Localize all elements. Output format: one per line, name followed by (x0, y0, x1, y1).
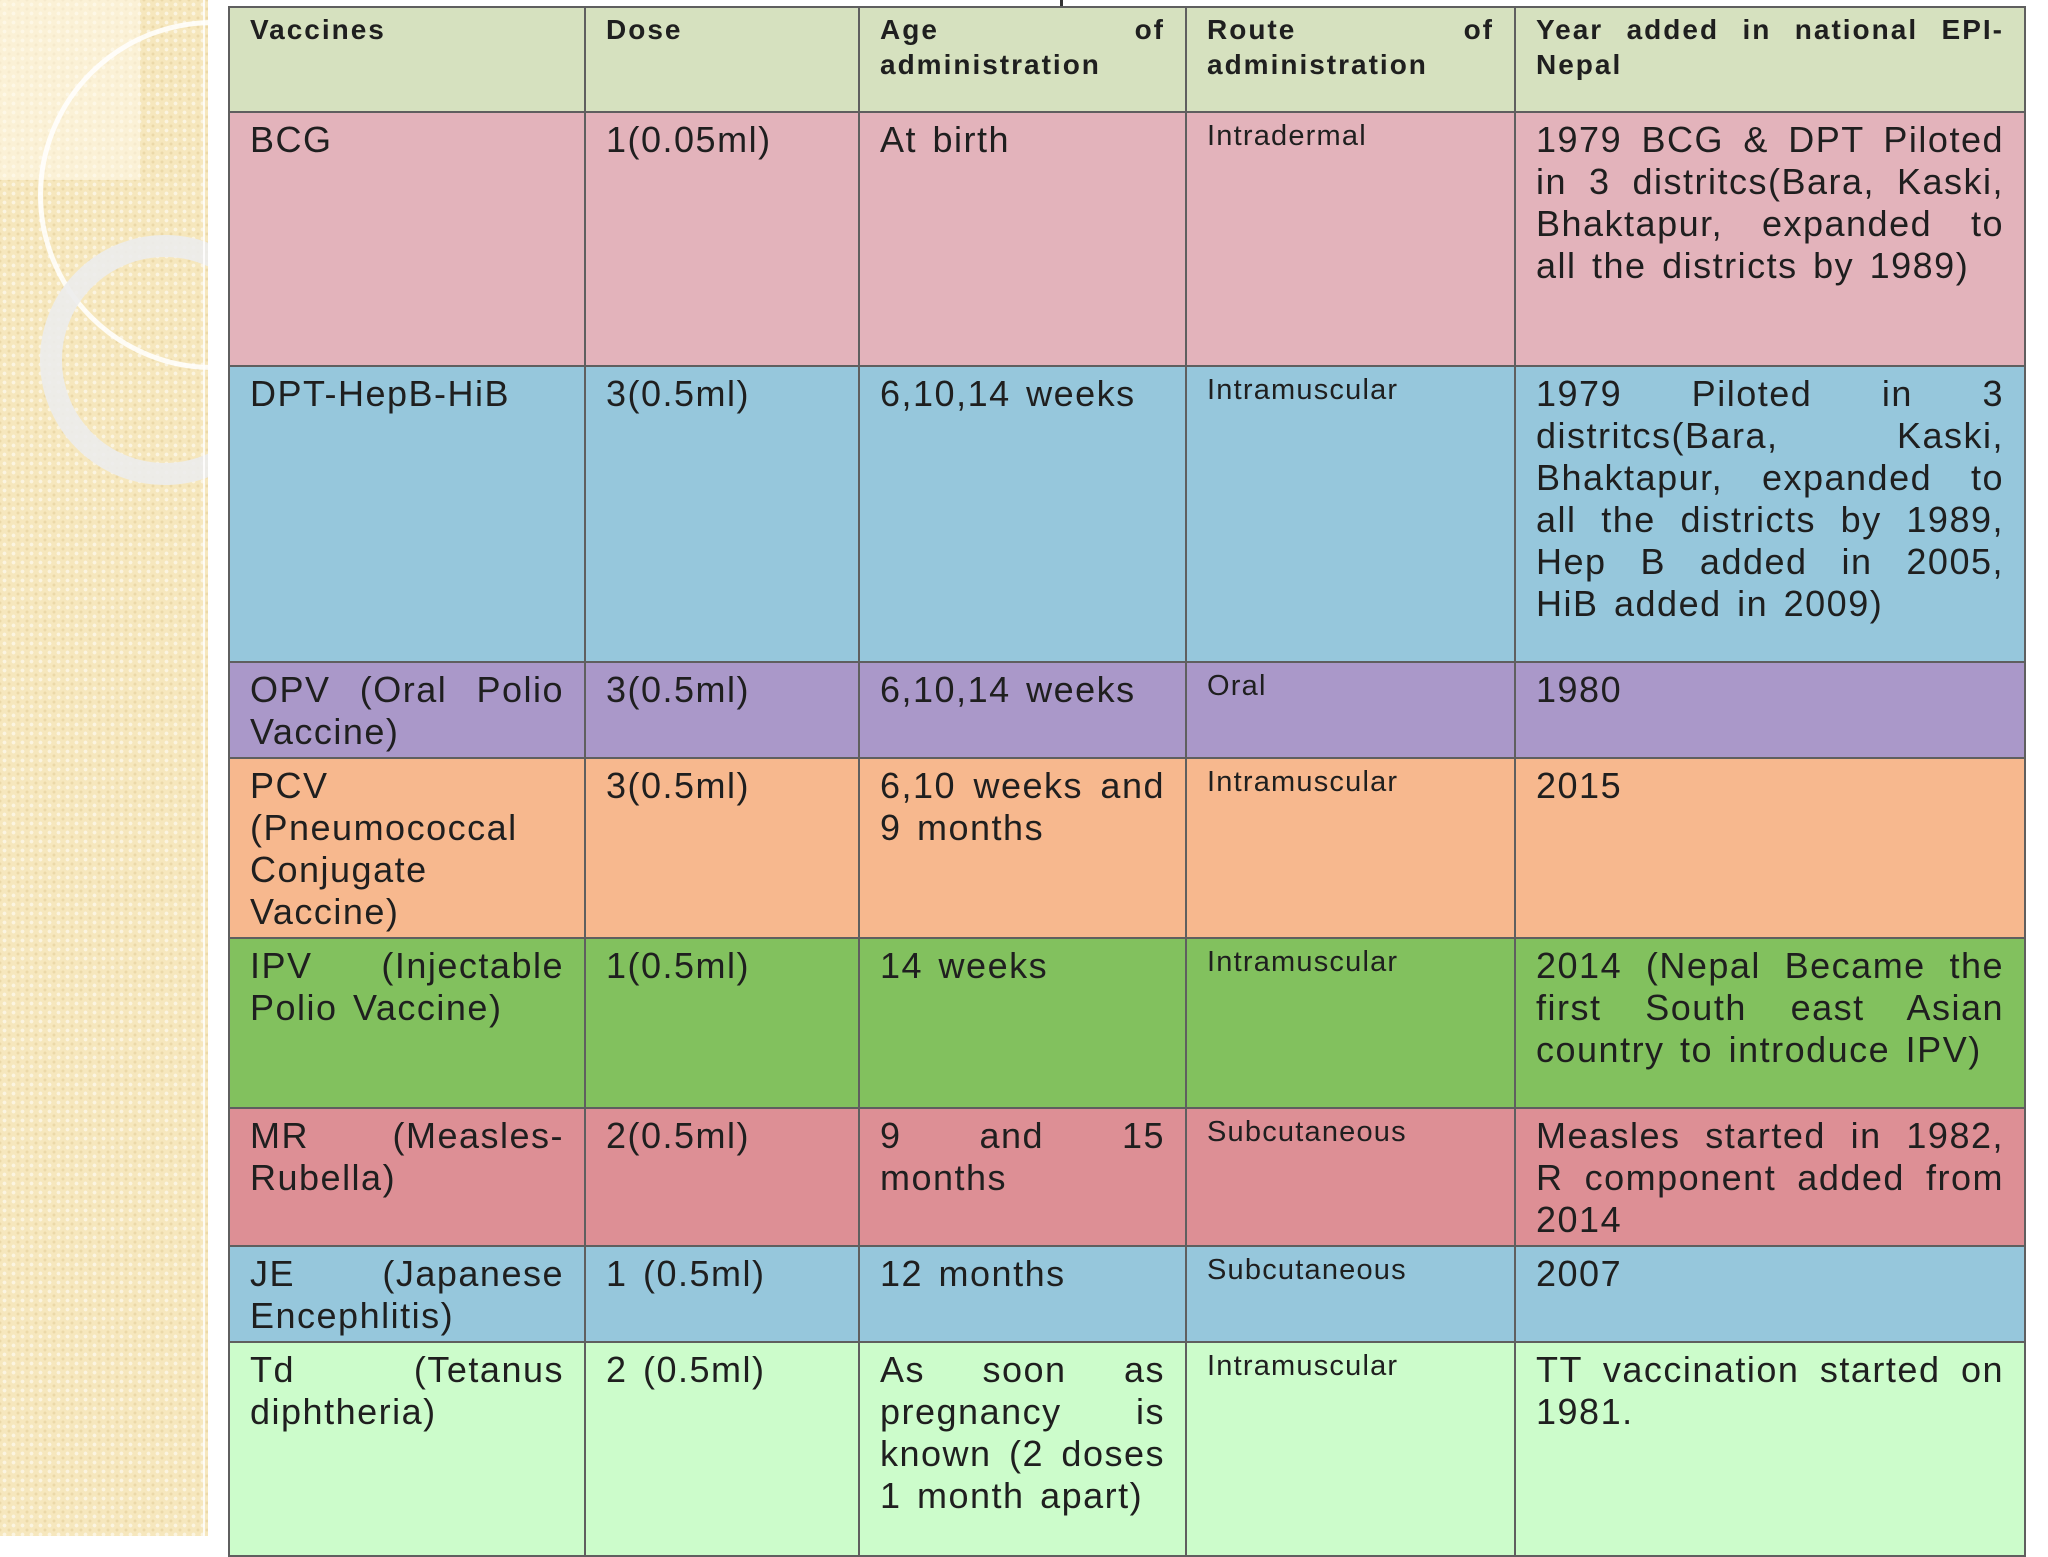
cell-age: 6,10 weeks and 9 months (858, 757, 1187, 939)
cell-year: 1980 (1514, 661, 2026, 759)
cell-route: Intramuscular (1185, 757, 1516, 939)
background-highlight (0, 0, 140, 180)
header-age: Age of administration (858, 6, 1187, 113)
cell-route: Intradermal (1185, 111, 1516, 367)
table-header-row: Vaccines Dose Age of administration Rout… (228, 6, 2026, 113)
cell-age: 6,10,14 weeks (858, 365, 1187, 663)
table-row: PCV (Pneumococcal Conjugate Vaccine) 3(0… (228, 757, 2026, 939)
cell-year: 2014 (Nepal Became the first South east … (1514, 937, 2026, 1109)
cell-age: 6,10,14 weeks (858, 661, 1187, 759)
cell-dose: 1 (0.5ml) (584, 1245, 860, 1343)
cell-dose: 1(0.05ml) (584, 111, 860, 367)
table-row: OPV (Oral Polio Vaccine) 3(0.5ml) 6,10,1… (228, 661, 2026, 759)
header-dose: Dose (584, 6, 860, 113)
cropped-title-fragment (1060, 0, 1077, 6)
cell-age: 9 and 15 months (858, 1107, 1187, 1247)
table-row: Td (Tetanus diphtheria) 2 (0.5ml) As soo… (228, 1341, 2026, 1557)
decorative-ring-small (40, 235, 208, 485)
cell-vaccine: MR (Measles-Rubella) (228, 1107, 586, 1247)
table-row: JE (Japanese Encephlitis) 1 (0.5ml) 12 m… (228, 1245, 2026, 1343)
header-year-added: Year added in national EPI-Nepal (1514, 6, 2026, 113)
cell-age: 14 weeks (858, 937, 1187, 1109)
decorative-background-panel (0, 0, 208, 1536)
cell-dose: 1(0.5ml) (584, 937, 860, 1109)
cell-route: Oral (1185, 661, 1516, 759)
cell-year: 2015 (1514, 757, 2026, 939)
cell-vaccine: BCG (228, 111, 586, 367)
cell-vaccine: IPV (Injectable Polio Vaccine) (228, 937, 586, 1109)
cell-vaccine: OPV (Oral Polio Vaccine) (228, 661, 586, 759)
cell-dose: 3(0.5ml) (584, 661, 860, 759)
cell-year: 1979 Piloted in 3 distritcs(Bara, Kaski,… (1514, 365, 2026, 663)
vaccine-schedule-table: Vaccines Dose Age of administration Rout… (228, 6, 2026, 1557)
cell-vaccine: PCV (Pneumococcal Conjugate Vaccine) (228, 757, 586, 939)
cell-year: Measles started in 1982, R component add… (1514, 1107, 2026, 1247)
cell-dose: 2 (0.5ml) (584, 1341, 860, 1557)
table-row: MR (Measles-Rubella) 2(0.5ml) 9 and 15 m… (228, 1107, 2026, 1247)
cell-route: Subcutaneous (1185, 1245, 1516, 1343)
cell-vaccine: DPT-HepB-HiB (228, 365, 586, 663)
cell-route: Intramuscular (1185, 1341, 1516, 1557)
panel-divider (203, 0, 205, 1536)
cell-route: Intramuscular (1185, 365, 1516, 663)
cell-dose: 2(0.5ml) (584, 1107, 860, 1247)
header-vaccines: Vaccines (228, 6, 586, 113)
cell-year: 1979 BCG & DPT Piloted in 3 distritcs(Ba… (1514, 111, 2026, 367)
cell-dose: 3(0.5ml) (584, 757, 860, 939)
cell-age: As soon as pregnancy is known (2 doses 1… (858, 1341, 1187, 1557)
cell-age: At birth (858, 111, 1187, 367)
cell-dose: 3(0.5ml) (584, 365, 860, 663)
table-row: BCG 1(0.05ml) At birth Intradermal 1979 … (228, 111, 2026, 367)
cell-route: Intramuscular (1185, 937, 1516, 1109)
header-route: Route of administration (1185, 6, 1516, 113)
table-row: IPV (Injectable Polio Vaccine) 1(0.5ml) … (228, 937, 2026, 1109)
table-row: DPT-HepB-HiB 3(0.5ml) 6,10,14 weeks Intr… (228, 365, 2026, 663)
cell-vaccine: Td (Tetanus diphtheria) (228, 1341, 586, 1557)
cell-route: Subcutaneous (1185, 1107, 1516, 1247)
cell-year: TT vaccination started on 1981. (1514, 1341, 2026, 1557)
cell-year: 2007 (1514, 1245, 2026, 1343)
cell-age: 12 months (858, 1245, 1187, 1343)
cell-vaccine: JE (Japanese Encephlitis) (228, 1245, 586, 1343)
